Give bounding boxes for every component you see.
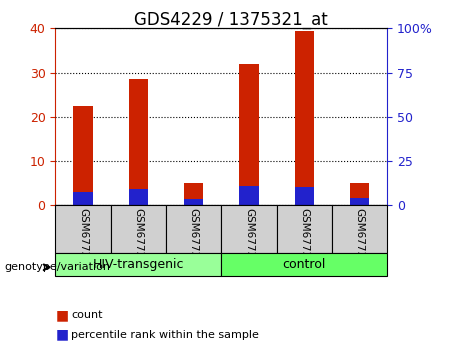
- Text: count: count: [71, 310, 103, 320]
- FancyBboxPatch shape: [221, 205, 277, 253]
- Text: percentile rank within the sample: percentile rank within the sample: [71, 330, 260, 339]
- FancyBboxPatch shape: [221, 253, 387, 276]
- Bar: [129, 79, 148, 205]
- Text: control: control: [283, 258, 326, 271]
- Text: ■: ■: [55, 308, 68, 322]
- Text: GSM677392: GSM677392: [189, 208, 199, 271]
- FancyBboxPatch shape: [277, 205, 332, 253]
- Text: ■: ■: [55, 327, 68, 342]
- Bar: [295, 30, 314, 205]
- Bar: [73, 106, 93, 205]
- Text: GDS4229 / 1375321_at: GDS4229 / 1375321_at: [134, 11, 327, 29]
- Bar: [184, 183, 203, 205]
- Text: GSM677390: GSM677390: [78, 208, 88, 271]
- Bar: [239, 186, 259, 205]
- FancyBboxPatch shape: [332, 205, 387, 253]
- Text: HIV-transgenic: HIV-transgenic: [93, 258, 184, 271]
- FancyBboxPatch shape: [55, 205, 111, 253]
- Bar: [184, 199, 203, 205]
- Bar: [350, 183, 369, 205]
- Bar: [239, 64, 259, 205]
- Text: GSM677393: GSM677393: [244, 208, 254, 271]
- FancyBboxPatch shape: [55, 253, 221, 276]
- Text: GSM677394: GSM677394: [299, 208, 309, 271]
- Bar: [350, 198, 369, 205]
- Text: GSM677395: GSM677395: [355, 208, 365, 271]
- FancyBboxPatch shape: [111, 205, 166, 253]
- FancyBboxPatch shape: [166, 205, 221, 253]
- Bar: [295, 187, 314, 205]
- Text: GSM677391: GSM677391: [133, 208, 143, 271]
- Bar: [129, 189, 148, 205]
- Text: genotype/variation: genotype/variation: [5, 262, 111, 272]
- Bar: [73, 192, 93, 205]
